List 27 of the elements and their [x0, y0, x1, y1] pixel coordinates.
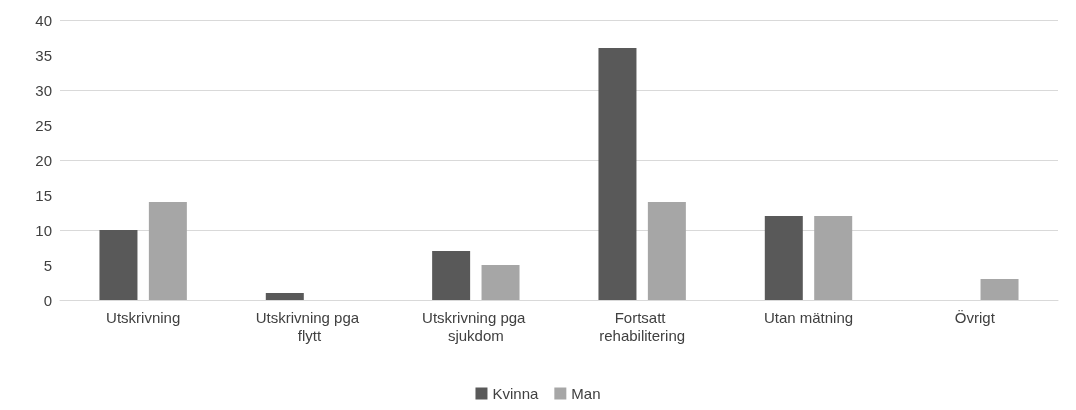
y-tick-label: 10	[35, 221, 52, 239]
x-tick-label: Fortsatt rehabilitering	[599, 308, 686, 344]
bar	[647, 202, 686, 300]
x-tick-label: Utskrivning pga sjukdom	[422, 308, 530, 344]
legend-label: Kvinna	[492, 385, 539, 402]
legend-label: Man	[571, 385, 601, 402]
bar	[99, 230, 138, 300]
bar	[148, 202, 187, 300]
y-tick-label: 20	[35, 151, 52, 169]
x-tick-label: Utan mätning	[763, 308, 854, 326]
y-tick-label: 35	[35, 46, 52, 64]
bar	[814, 216, 853, 300]
y-tick-label: 25	[35, 116, 52, 134]
x-tick-label: Övrigt	[954, 308, 996, 326]
bar	[265, 293, 304, 300]
x-tick-label: Utskrivning pga flytt	[255, 308, 364, 344]
y-tick-label: 15	[35, 186, 52, 204]
x-tick-label: Utskrivning	[106, 308, 181, 326]
bar	[598, 48, 637, 300]
y-tick-label: 30	[35, 81, 52, 99]
bar	[980, 279, 1019, 300]
bar	[432, 251, 471, 300]
bar	[764, 216, 803, 300]
y-tick-label: 40	[35, 11, 52, 29]
y-tick-label: 0	[43, 291, 52, 309]
y-tick-label: 5	[43, 256, 52, 274]
bar	[481, 265, 520, 300]
